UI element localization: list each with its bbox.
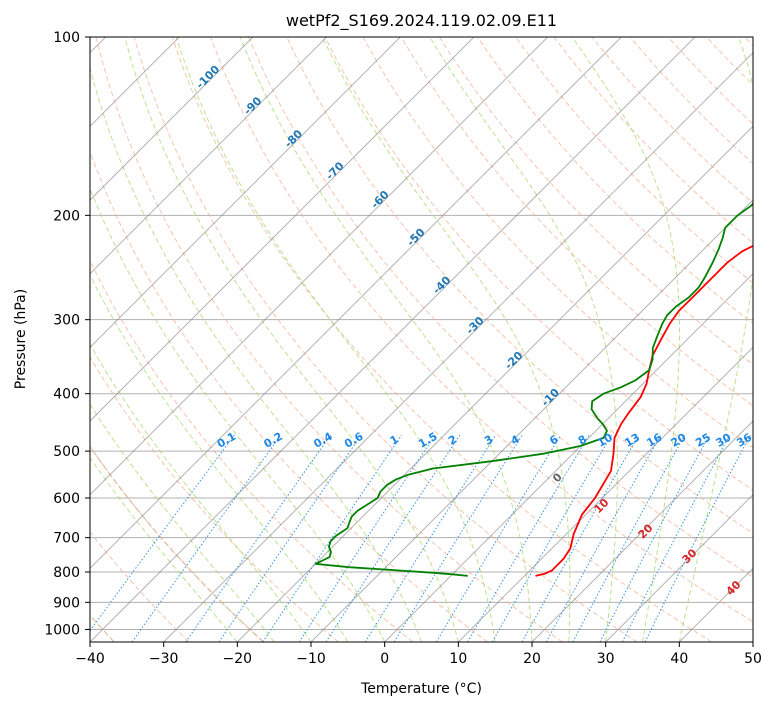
moist-adiabat	[239, 37, 533, 642]
dry-adiabat	[286, 37, 753, 534]
y-tick-label: 200	[53, 208, 80, 224]
mixing-ratio-line	[572, 434, 686, 642]
y-tick-label: 100	[53, 30, 80, 46]
x-tick-label: −40	[75, 651, 105, 667]
dry-adiabat	[90, 259, 414, 642]
axes: −40 −30 −20 −10 0 10 20 30 40 50 100 200 300 400 500 60…	[44, 30, 762, 667]
x-tick-label: 40	[670, 651, 688, 667]
mixing-ratio-line	[435, 434, 562, 642]
dry-adiabat	[90, 150, 488, 642]
x-tick-label: 10	[449, 651, 467, 667]
mixing-ratio-line	[364, 434, 497, 642]
dry-adiabat	[90, 531, 190, 642]
y-tick-label: 400	[53, 387, 80, 403]
x-tick-label: 30	[597, 651, 615, 667]
mixing-ratio-line	[131, 434, 282, 642]
mixing-ratio-line	[90, 434, 235, 632]
x-axis-label: Temperature (°C)	[360, 681, 482, 697]
isotherm	[90, 37, 328, 275]
dry-adiabat	[400, 37, 753, 407]
dry-adiabat	[95, 37, 563, 642]
moist-adiabat	[321, 37, 571, 642]
isotherm	[90, 37, 622, 570]
mixing-ratio-line	[467, 434, 590, 642]
moist-adiabat	[429, 37, 618, 642]
isotherm	[605, 493, 753, 642]
moist-adiabat	[90, 273, 349, 642]
isotherm	[90, 37, 401, 349]
x-tick-label: −10	[296, 651, 326, 667]
series-lines	[314, 202, 753, 577]
moist-adiabat	[90, 66, 422, 642]
dry-adiabat	[553, 37, 753, 244]
x-tick-label: 20	[523, 651, 541, 667]
y-tick-label: 1000	[44, 622, 80, 638]
moist-adiabat	[571, 37, 680, 642]
chart-title: wetPf2_S169.2024.119.02.09.E11	[286, 11, 557, 31]
mixing-ratio-line	[599, 434, 710, 642]
isotherm	[457, 346, 753, 642]
y-tick-label: 700	[53, 531, 80, 547]
isotherm	[90, 37, 696, 642]
isotherm	[384, 272, 753, 642]
plot-frame	[89, 36, 754, 643]
x-tick-label: 0	[380, 651, 389, 667]
moist-adiabat	[90, 187, 386, 642]
mixing-ratio-line	[491, 434, 613, 642]
y-tick-label: 500	[53, 444, 80, 460]
isotherm	[90, 37, 475, 422]
dewpoint-profile	[314, 202, 753, 577]
dry-adiabat	[171, 37, 712, 642]
dry-adiabat	[477, 37, 753, 325]
x-tick-label: −30	[149, 651, 179, 667]
dry-adiabat	[438, 37, 753, 365]
dry-adiabat	[210, 37, 753, 623]
y-tick-label: 300	[53, 313, 80, 329]
x-tick-label: −20	[223, 651, 253, 667]
y-axis-label: Pressure (hPa)	[13, 289, 29, 389]
isotherm	[531, 420, 753, 642]
isotherm	[752, 641, 753, 642]
mixing-ratio-line	[393, 434, 523, 642]
isotherm	[90, 37, 549, 496]
isotherm	[236, 125, 753, 642]
dry-adiabat	[133, 37, 638, 642]
moist-adiabat	[90, 343, 312, 642]
y-tick-label: 800	[53, 565, 80, 581]
y-tick-label: 600	[53, 491, 80, 507]
temperature-profile	[535, 244, 753, 577]
isotherm	[163, 51, 753, 642]
x-tick-label: 50	[744, 651, 762, 667]
isotherm	[310, 199, 753, 642]
background-lines	[90, 37, 753, 642]
isotherm	[90, 37, 254, 201]
mixing-ratio-line	[521, 434, 640, 642]
mixing-ratio-line	[325, 434, 461, 642]
dry-adiabat	[248, 37, 753, 578]
y-tick-label: 900	[53, 595, 80, 611]
dry-adiabat	[324, 37, 753, 491]
mixing-ratio-line	[185, 434, 332, 642]
moist-adiabat	[90, 456, 238, 642]
mixing-ratio-line	[298, 434, 436, 642]
plot-area	[90, 37, 753, 642]
dry-adiabat	[90, 356, 339, 642]
dry-adiabat	[591, 37, 753, 204]
moist-adiabat	[124, 37, 459, 642]
mixing-ratio-line	[545, 434, 662, 642]
